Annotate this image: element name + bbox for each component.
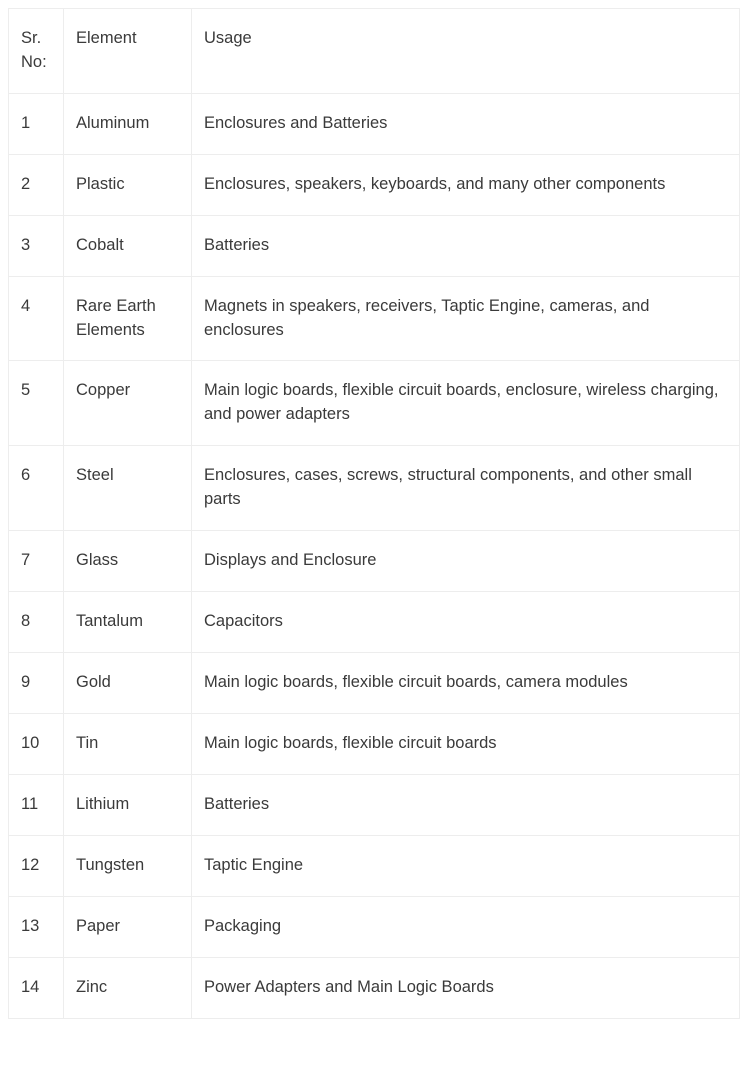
cell-element: Glass bbox=[64, 531, 192, 592]
column-header-element: Element bbox=[64, 9, 192, 94]
cell-sr-no: 5 bbox=[9, 361, 64, 446]
cell-usage: Enclosures, cases, screws, structural co… bbox=[192, 446, 740, 531]
cell-usage: Displays and Enclosure bbox=[192, 531, 740, 592]
table-row: 4 Rare Earth Elements Magnets in speaker… bbox=[9, 276, 740, 361]
cell-sr-no: 9 bbox=[9, 652, 64, 713]
cell-usage: Batteries bbox=[192, 774, 740, 835]
table-row: 7 Glass Displays and Enclosure bbox=[9, 531, 740, 592]
cell-element: Plastic bbox=[64, 154, 192, 215]
cell-element: Aluminum bbox=[64, 93, 192, 154]
table-row: 11 Lithium Batteries bbox=[9, 774, 740, 835]
cell-usage: Capacitors bbox=[192, 592, 740, 653]
cell-usage: Main logic boards, flexible circuit boar… bbox=[192, 652, 740, 713]
table-row: 10 Tin Main logic boards, flexible circu… bbox=[9, 713, 740, 774]
table-row: 8 Tantalum Capacitors bbox=[9, 592, 740, 653]
cell-sr-no: 12 bbox=[9, 835, 64, 896]
cell-sr-no: 14 bbox=[9, 957, 64, 1018]
cell-element: Tungsten bbox=[64, 835, 192, 896]
cell-element: Paper bbox=[64, 896, 192, 957]
cell-usage: Enclosures and Batteries bbox=[192, 93, 740, 154]
table-body: 1 Aluminum Enclosures and Batteries 2 Pl… bbox=[9, 93, 740, 1018]
cell-sr-no: 3 bbox=[9, 215, 64, 276]
cell-element: Steel bbox=[64, 446, 192, 531]
cell-usage: Power Adapters and Main Logic Boards bbox=[192, 957, 740, 1018]
cell-element: Zinc bbox=[64, 957, 192, 1018]
cell-element: Tin bbox=[64, 713, 192, 774]
table-row: 1 Aluminum Enclosures and Batteries bbox=[9, 93, 740, 154]
cell-element: Cobalt bbox=[64, 215, 192, 276]
cell-usage: Batteries bbox=[192, 215, 740, 276]
cell-element: Tantalum bbox=[64, 592, 192, 653]
table-row: 14 Zinc Power Adapters and Main Logic Bo… bbox=[9, 957, 740, 1018]
cell-element: Lithium bbox=[64, 774, 192, 835]
cell-element: Gold bbox=[64, 652, 192, 713]
cell-sr-no: 13 bbox=[9, 896, 64, 957]
cell-sr-no: 2 bbox=[9, 154, 64, 215]
cell-usage: Taptic Engine bbox=[192, 835, 740, 896]
cell-usage: Main logic boards, flexible circuit boar… bbox=[192, 361, 740, 446]
table-row: 9 Gold Main logic boards, flexible circu… bbox=[9, 652, 740, 713]
column-header-usage: Usage bbox=[192, 9, 740, 94]
cell-usage: Magnets in speakers, receivers, Taptic E… bbox=[192, 276, 740, 361]
cell-sr-no: 1 bbox=[9, 93, 64, 154]
cell-sr-no: 6 bbox=[9, 446, 64, 531]
cell-sr-no: 7 bbox=[9, 531, 64, 592]
cell-sr-no: 8 bbox=[9, 592, 64, 653]
table-row: 5 Copper Main logic boards, flexible cir… bbox=[9, 361, 740, 446]
cell-usage: Main logic boards, flexible circuit boar… bbox=[192, 713, 740, 774]
cell-sr-no: 11 bbox=[9, 774, 64, 835]
column-header-sr-no: Sr. No: bbox=[9, 9, 64, 94]
table-row: 2 Plastic Enclosures, speakers, keyboard… bbox=[9, 154, 740, 215]
cell-element: Copper bbox=[64, 361, 192, 446]
table-row: 12 Tungsten Taptic Engine bbox=[9, 835, 740, 896]
table-row: 13 Paper Packaging bbox=[9, 896, 740, 957]
table-row: 6 Steel Enclosures, cases, screws, struc… bbox=[9, 446, 740, 531]
table-header-row: Sr. No: Element Usage bbox=[9, 9, 740, 94]
cell-element: Rare Earth Elements bbox=[64, 276, 192, 361]
cell-sr-no: 10 bbox=[9, 713, 64, 774]
elements-usage-table: Sr. No: Element Usage 1 Aluminum Enclosu… bbox=[8, 8, 740, 1019]
cell-sr-no: 4 bbox=[9, 276, 64, 361]
table-header: Sr. No: Element Usage bbox=[9, 9, 740, 94]
table-row: 3 Cobalt Batteries bbox=[9, 215, 740, 276]
cell-usage: Enclosures, speakers, keyboards, and man… bbox=[192, 154, 740, 215]
cell-usage: Packaging bbox=[192, 896, 740, 957]
